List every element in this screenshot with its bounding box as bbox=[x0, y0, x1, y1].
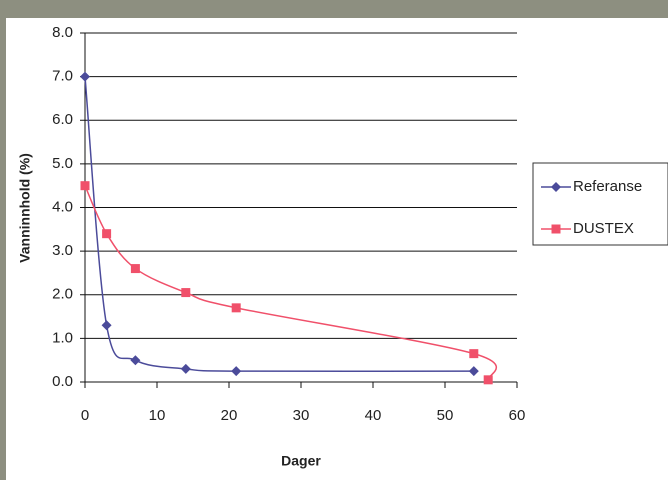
point bbox=[231, 366, 242, 377]
y-tick-label: 8.0 bbox=[52, 24, 73, 41]
point bbox=[231, 303, 241, 313]
y-tick-label: 3.0 bbox=[52, 242, 73, 259]
legend-label: DUSTEX bbox=[573, 220, 634, 237]
point bbox=[101, 320, 112, 331]
y-tick-label: 7.0 bbox=[52, 68, 73, 85]
point bbox=[181, 288, 191, 298]
y-tick-label: 6.0 bbox=[52, 111, 73, 128]
point bbox=[469, 349, 479, 359]
y-tick-label: 2.0 bbox=[52, 286, 73, 303]
x-tick-label: 30 bbox=[293, 407, 310, 424]
y-tick-label: 0.0 bbox=[52, 373, 73, 390]
y-tick-label: 1.0 bbox=[52, 329, 73, 346]
legend-label: Referanse bbox=[573, 178, 642, 195]
series-line bbox=[84, 76, 474, 373]
point bbox=[483, 375, 493, 385]
x-tick-label: 10 bbox=[149, 407, 166, 424]
x-tick-label: 20 bbox=[221, 407, 238, 424]
point bbox=[80, 181, 90, 191]
point bbox=[80, 71, 90, 82]
x-tick-label: 40 bbox=[365, 407, 382, 424]
point bbox=[468, 366, 479, 377]
x-tick-label: 0 bbox=[81, 407, 89, 424]
legend-marker bbox=[551, 182, 561, 192]
legend-marker bbox=[551, 224, 561, 234]
chart-area bbox=[6, 18, 668, 480]
y-tick-label: 4.0 bbox=[52, 198, 73, 215]
point bbox=[102, 229, 112, 239]
point bbox=[180, 363, 191, 374]
x-tick-label: 50 bbox=[437, 407, 454, 424]
y-tick-label: 5.0 bbox=[52, 155, 73, 172]
point bbox=[130, 355, 141, 366]
x-tick-label: 60 bbox=[509, 407, 526, 424]
x-axis-label: Dager bbox=[281, 453, 321, 469]
y-axis-label: Vanninnhold (%) bbox=[17, 153, 33, 263]
point bbox=[130, 264, 140, 274]
